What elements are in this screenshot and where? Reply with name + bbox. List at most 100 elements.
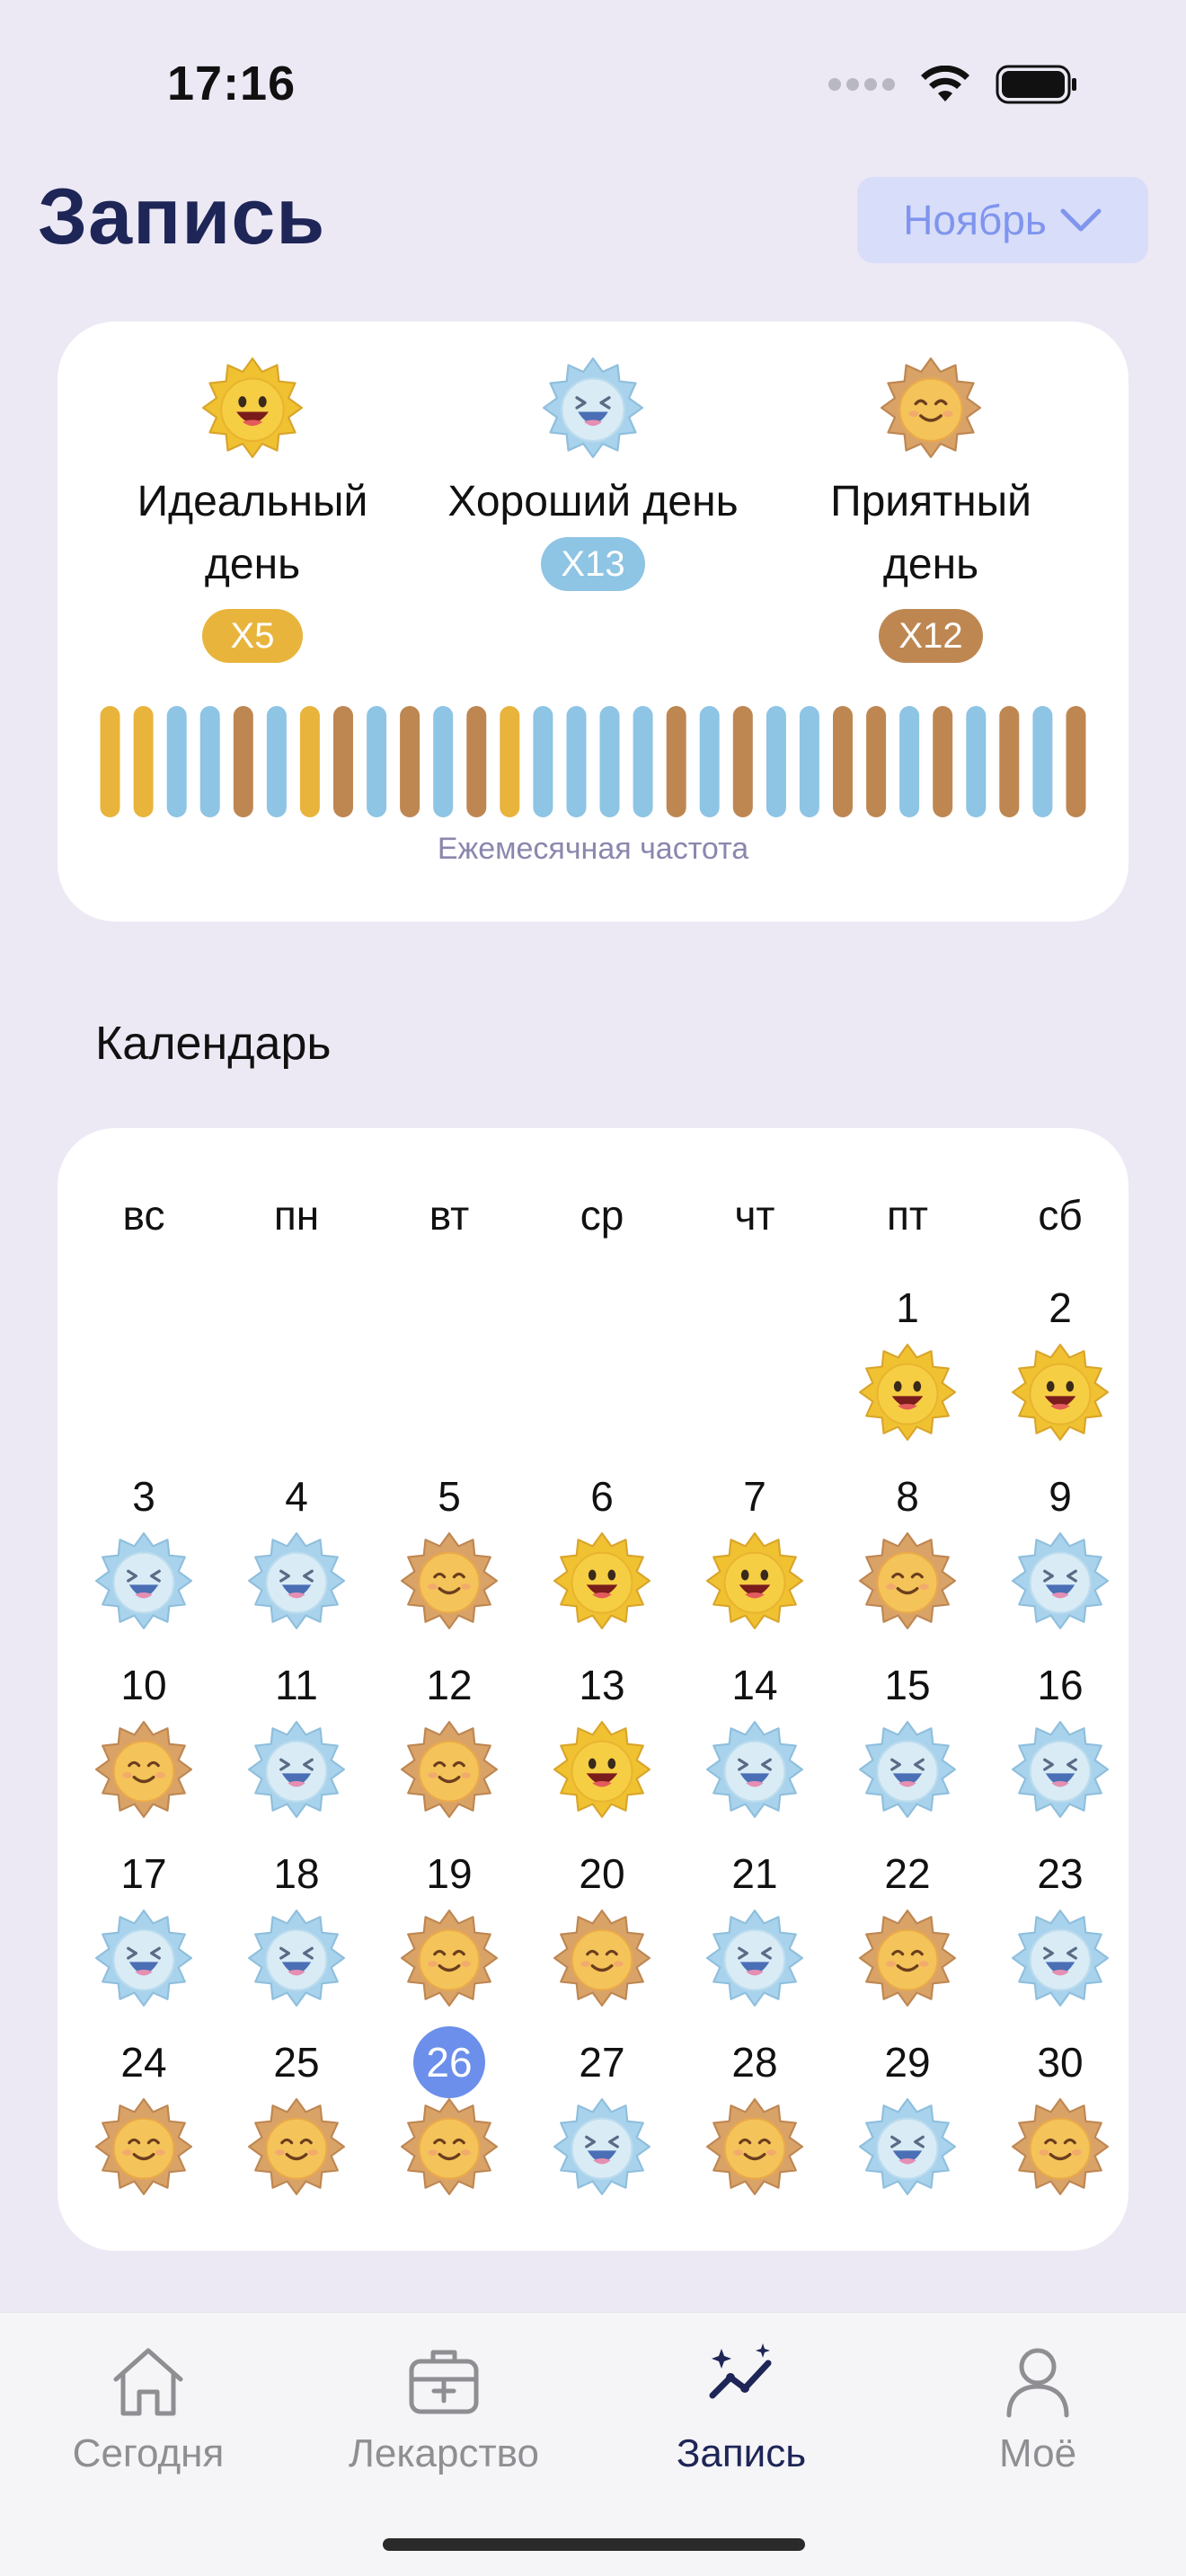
frequency-bar-pleasant	[233, 706, 253, 817]
calendar-day-11[interactable]: 11	[220, 1649, 373, 1829]
calendar-day-22[interactable]: 22	[831, 1838, 984, 2017]
frequency-bar-pleasant	[732, 706, 753, 817]
today-day-number: 26	[413, 2026, 485, 2098]
frequency-bar-good	[166, 706, 187, 817]
day-number: 10	[120, 1662, 167, 1708]
tab-label: Моё	[998, 2431, 1077, 2475]
day-number: 3	[132, 1473, 155, 1520]
day-number: 13	[579, 1662, 625, 1708]
wifi-icon	[921, 66, 969, 101]
calendar-day-9[interactable]: 9	[984, 1460, 1137, 1640]
good-sun-icon	[95, 1532, 192, 1629]
tab-mine[interactable]: Моё	[903, 2340, 1173, 2476]
calendar-day-18[interactable]: 18	[220, 1838, 373, 2017]
mood-summary-card: Идеальный день X5 Хороший день X13 Прият…	[58, 322, 1128, 922]
day-number: 4	[285, 1473, 308, 1520]
day-number: 20	[579, 1850, 625, 1897]
day-number: 2	[1049, 1284, 1072, 1331]
frequency-bar-good	[799, 706, 819, 817]
calendar-day-3[interactable]: 3	[67, 1460, 220, 1640]
tab-bar: Сегодня Лекарство Запись Моё	[0, 2312, 1186, 2576]
frequency-bar-ideal	[133, 706, 154, 817]
frequency-bar-ideal	[100, 706, 120, 817]
frequency-bar-good	[566, 706, 587, 817]
mood-summary-ideal: Идеальный день X5	[109, 357, 396, 663]
pleasant-sun-icon	[1012, 2098, 1109, 2195]
frequency-bar-ideal	[299, 706, 320, 817]
calendar-day-17[interactable]: 17	[67, 1838, 220, 2017]
calendar-day-1[interactable]: 1	[831, 1272, 984, 1451]
calendar-day-5[interactable]: 5	[373, 1460, 526, 1640]
day-number: 19	[426, 1850, 473, 1897]
calendar-day-2[interactable]: 2	[984, 1272, 1137, 1451]
pleasant-sun-icon	[401, 1910, 498, 2007]
pleasant-sun-icon	[401, 1532, 498, 1629]
day-number: 21	[731, 1850, 778, 1897]
frequency-bar-good	[1032, 706, 1053, 817]
good-sun-icon	[1012, 1910, 1109, 2007]
ideal-sun-icon	[859, 1344, 956, 1441]
frequency-bar-good	[966, 706, 987, 817]
calendar-day-23[interactable]: 23	[984, 1838, 1137, 2017]
frequency-bar-good	[599, 706, 620, 817]
frequency-bar-good	[699, 706, 720, 817]
calendar-day-29[interactable]: 29	[831, 2026, 984, 2206]
calendar-day-12[interactable]: 12	[373, 1649, 526, 1829]
calendar-day-13[interactable]: 13	[526, 1649, 678, 1829]
calendar-day-4[interactable]: 4	[220, 1460, 373, 1640]
weekday-label: вт	[429, 1192, 470, 1239]
frequency-bar-good	[199, 706, 220, 817]
month-selector-button[interactable]: Ноябрь	[857, 177, 1148, 263]
tab-label: Сегодня	[72, 2431, 225, 2475]
frequency-bar-good	[633, 706, 653, 817]
pleasant-sun-icon	[881, 357, 981, 458]
calendar-day-30[interactable]: 30	[984, 2026, 1137, 2206]
ideal-sun-icon	[553, 1721, 651, 1818]
weekday-label: пн	[273, 1192, 320, 1239]
calendar-day-25[interactable]: 25	[220, 2026, 373, 2206]
house-icon	[113, 2348, 183, 2416]
calendar-day-26[interactable]: 26	[373, 2026, 526, 2206]
calendar-section-title: Календарь	[95, 1018, 332, 1070]
calendar-day-19[interactable]: 19	[373, 1838, 526, 2017]
calendar-day-6[interactable]: 6	[526, 1460, 678, 1640]
frequency-bar-pleasant	[1066, 706, 1086, 817]
frequency-bar-pleasant	[333, 706, 353, 817]
calendar-day-16[interactable]: 16	[984, 1649, 1137, 1829]
calendar-day-14[interactable]: 14	[678, 1649, 831, 1829]
calendar-day-28[interactable]: 28	[678, 2026, 831, 2206]
mood-count-badge: X13	[541, 537, 645, 591]
good-sun-icon	[859, 2098, 956, 2195]
good-sun-icon	[706, 1910, 803, 2007]
mood-label: Хороший день	[447, 478, 739, 525]
pleasant-sun-icon	[248, 2098, 345, 2195]
good-sun-icon	[543, 357, 643, 458]
pleasant-sun-icon	[401, 2098, 498, 2195]
weekday-label: сб	[1038, 1192, 1083, 1239]
day-number: 15	[884, 1662, 931, 1708]
calendar-day-8[interactable]: 8	[831, 1460, 984, 1640]
mood-label: Приятный день	[830, 478, 1031, 588]
tab-today[interactable]: Сегодня	[13, 2340, 283, 2476]
calendar-day-10[interactable]: 10	[67, 1649, 220, 1829]
tab-medicine[interactable]: Лекарство	[309, 2340, 579, 2476]
good-sun-icon	[1012, 1532, 1109, 1629]
good-sun-icon	[706, 1721, 803, 1818]
calendar-day-27[interactable]: 27	[526, 2026, 678, 2206]
good-sun-icon	[553, 2098, 651, 2195]
calendar-day-21[interactable]: 21	[678, 1838, 831, 2017]
frequency-bar-good	[266, 706, 287, 817]
calendar-day-7[interactable]: 7	[678, 1460, 831, 1640]
weekday-label: вс	[122, 1192, 165, 1239]
tab-records[interactable]: Запись	[606, 2340, 876, 2476]
calendar-day-20[interactable]: 20	[526, 1838, 678, 2017]
day-number: 16	[1037, 1662, 1084, 1708]
good-sun-icon	[248, 1532, 345, 1629]
day-number: 5	[438, 1473, 461, 1520]
frequency-bar-pleasant	[400, 706, 420, 817]
status-icons	[828, 65, 1078, 104]
mood-summary-pleasant: Приятный день X12	[787, 357, 1075, 663]
good-sun-icon	[248, 1910, 345, 2007]
calendar-day-24[interactable]: 24	[67, 2026, 220, 2206]
calendar-day-15[interactable]: 15	[831, 1649, 984, 1829]
